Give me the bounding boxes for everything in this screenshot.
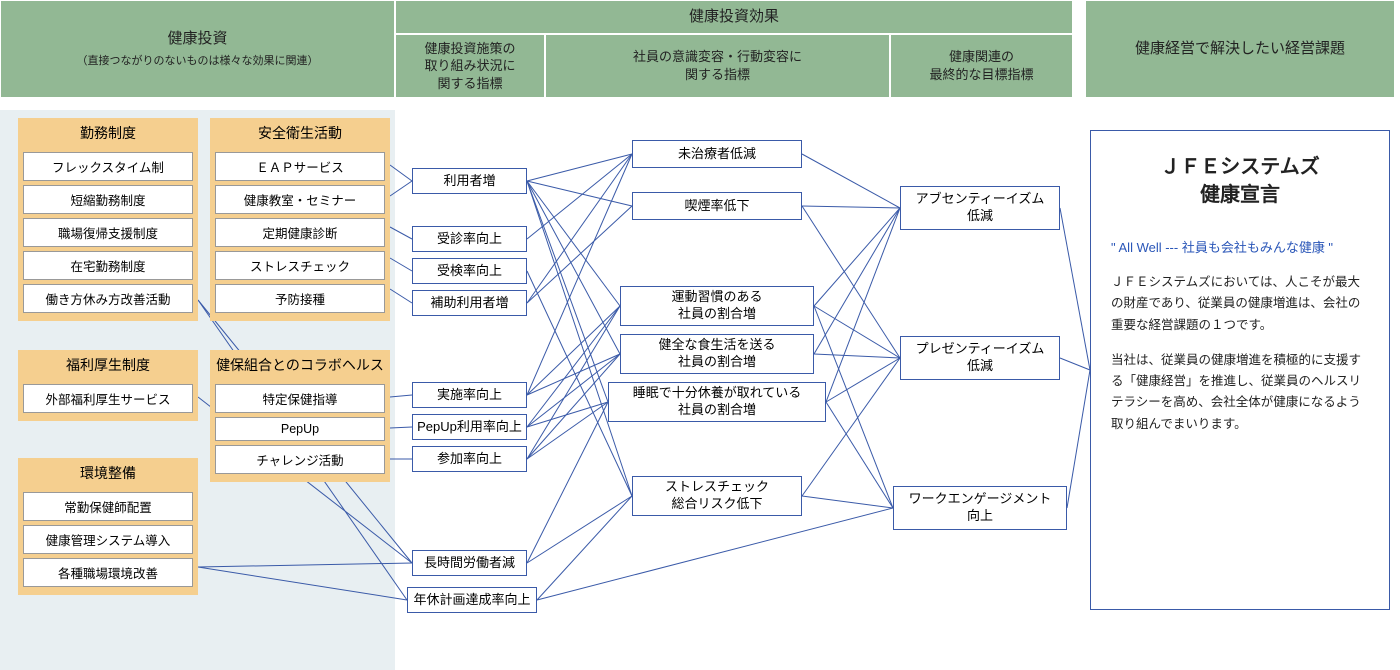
category-title-c5: 環境整備 bbox=[18, 458, 198, 488]
category-body-c4: 特定保健指導 PepUp チャレンジ活動 bbox=[210, 378, 390, 482]
col2b-node: 健全な食生活を送る 社員の割合増 bbox=[620, 334, 814, 374]
col2b-node: 喫煙率低下 bbox=[632, 192, 802, 220]
header-col2a: 健康投資施策の 取り組み状況に 関する指標 bbox=[395, 34, 545, 98]
right-panel-para2: 当社は、従業員の健康増進を積極的に支援する「健康経営」を推進し、従業員のヘルスリ… bbox=[1111, 350, 1369, 435]
col2b-node: ストレスチェック 総合リスク低下 bbox=[632, 476, 802, 516]
col2a-node: 参加率向上 bbox=[412, 446, 527, 472]
category-title-c3: 福利厚生制度 bbox=[18, 350, 198, 380]
category-item: ＥＡＰサービス bbox=[215, 152, 385, 181]
right-panel-body: ＪＦＥシステムズにおいては、人こそが最大の財産であり、従業員の健康増進は、会社の… bbox=[1111, 272, 1369, 435]
col2a-node: 長時間労働者減 bbox=[412, 550, 527, 576]
category-item: 健康教室・セミナー bbox=[215, 185, 385, 214]
category-item: 健康管理システム導入 bbox=[23, 525, 193, 554]
category-body-c5: 常勤保健師配置健康管理システム導入各種職場環境改善 bbox=[18, 486, 198, 595]
category-item: 外部福利厚生サービス bbox=[23, 384, 193, 413]
col2c-node: アブセンティーイズム 低減 bbox=[900, 186, 1060, 230]
category-item: PepUp bbox=[215, 417, 385, 441]
right-panel: ＪＦＥシステムズ 健康宣言 " All Well --- 社員も会社もみんな健康… bbox=[1090, 130, 1390, 610]
category-body-c3: 外部福利厚生サービス bbox=[18, 378, 198, 421]
col2a-node: 利用者増 bbox=[412, 168, 527, 194]
header-col1: 健康投資 （直接つながりのないものは様々な効果に関連） bbox=[0, 0, 395, 98]
category-item: チャレンジ活動 bbox=[215, 445, 385, 474]
category-item: 特定保健指導 bbox=[215, 384, 385, 413]
header-col2c: 健康関連の 最終的な目標指標 bbox=[890, 34, 1073, 98]
header-col1-subtitle: （直接つながりのないものは様々な効果に関連） bbox=[77, 54, 319, 69]
col2a-node: 補助利用者増 bbox=[412, 290, 527, 316]
category-item: 各種職場環境改善 bbox=[23, 558, 193, 587]
header-col2-group: 健康投資効果 bbox=[395, 0, 1073, 34]
col2a-node: 年休計画達成率向上 bbox=[407, 587, 537, 613]
category-item: 短縮勤務制度 bbox=[23, 185, 193, 214]
col2c-node: ワークエンゲージメント 向上 bbox=[893, 486, 1067, 530]
right-panel-para1: ＪＦＥシステムズにおいては、人こそが最大の財産であり、従業員の健康増進は、会社の… bbox=[1111, 272, 1369, 336]
category-item: ストレスチェック bbox=[215, 251, 385, 280]
category-item: 予防接種 bbox=[215, 284, 385, 313]
category-title-c1: 勤務制度 bbox=[18, 118, 198, 148]
category-item: 働き方休み方改善活動 bbox=[23, 284, 193, 313]
category-item: 職場復帰支援制度 bbox=[23, 218, 193, 247]
category-item: フレックスタイム制 bbox=[23, 152, 193, 181]
col2a-node: 実施率向上 bbox=[412, 382, 527, 408]
category-item: 在宅勤務制度 bbox=[23, 251, 193, 280]
category-title-c2: 安全衛生活動 bbox=[210, 118, 390, 148]
col2b-node: 運動習慣のある 社員の割合増 bbox=[620, 286, 814, 326]
col2a-node: 受検率向上 bbox=[412, 258, 527, 284]
category-title-c4: 健保組合とのコラボヘルス bbox=[210, 350, 390, 380]
header-row: 健康投資 （直接つながりのないものは様々な効果に関連） 健康投資効果 健康投資施… bbox=[0, 0, 1400, 98]
right-panel-title: ＪＦＥシステムズ 健康宣言 bbox=[1111, 153, 1369, 209]
category-body-c2: ＥＡＰサービス健康教室・セミナー定期健康診断ストレスチェック予防接種 bbox=[210, 146, 390, 321]
header-col1-title: 健康投資 bbox=[167, 29, 227, 49]
col2b-node: 睡眠で十分休養が取れている 社員の割合増 bbox=[608, 382, 826, 422]
col2a-node: PepUp利用率向上 bbox=[412, 414, 527, 440]
col2b-node: 未治療者低減 bbox=[632, 140, 802, 168]
header-col3: 健康経営で解決したい経営課題 bbox=[1085, 0, 1395, 98]
header-col2b: 社員の意識変容・行動変容に 関する指標 bbox=[545, 34, 890, 98]
category-item: 常勤保健師配置 bbox=[23, 492, 193, 521]
category-body-c1: フレックスタイム制短縮勤務制度職場復帰支援制度在宅勤務制度働き方休み方改善活動 bbox=[18, 146, 198, 321]
col2a-node: 受診率向上 bbox=[412, 226, 527, 252]
right-panel-tagline: " All Well --- 社員も会社もみんな健康 " bbox=[1111, 237, 1369, 256]
col2c-node: プレゼンティーイズム 低減 bbox=[900, 336, 1060, 380]
category-item: 定期健康診断 bbox=[215, 218, 385, 247]
